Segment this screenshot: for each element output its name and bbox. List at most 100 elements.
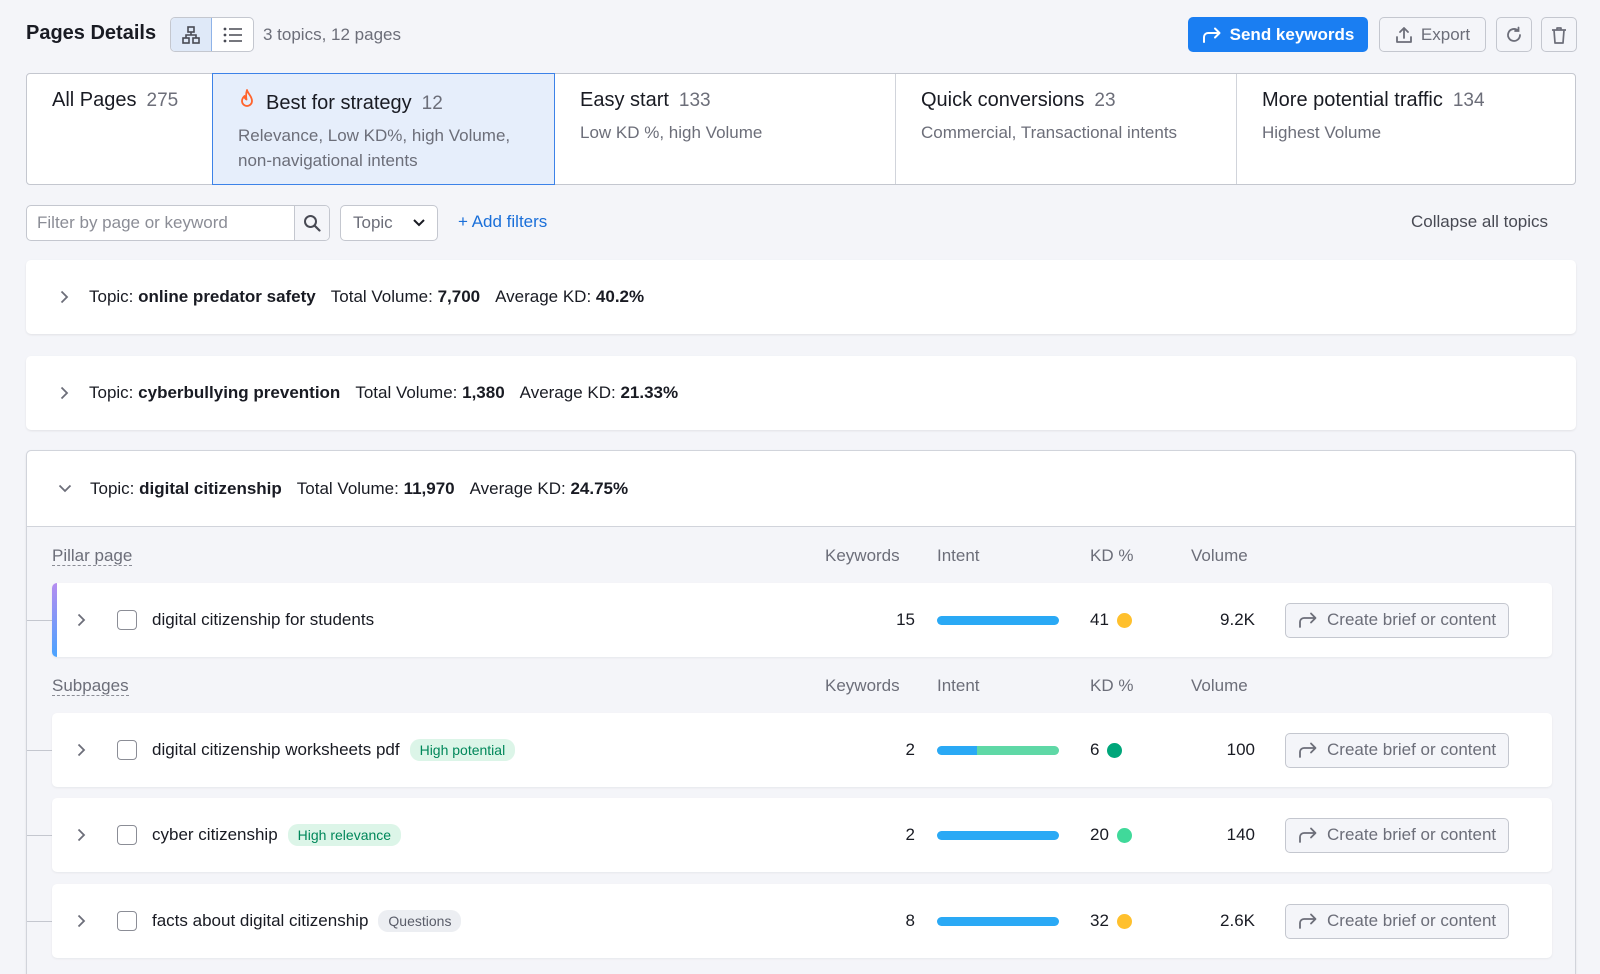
keywords-count[interactable]: 2 [905,740,915,759]
expand-row-toggle[interactable] [77,798,86,872]
share-arrow-icon [1299,827,1317,843]
share-arrow-icon [1299,612,1317,628]
column-keywords: Keywords [825,676,900,695]
tab-description: Highest Volume [1262,123,1382,142]
tab-description: Commercial, Transactional intents [921,123,1178,142]
tab-more-potential-traffic[interactable]: More potential traffic 134 Highest Volume [1237,74,1575,184]
tab-count: 134 [1452,90,1485,111]
kd-indicator [1116,827,1132,843]
search-icon [304,215,321,232]
create-brief-button[interactable]: Create brief or content [1285,602,1510,638]
volume-value: 2.6K [1220,911,1255,930]
tab-easy-start[interactable]: Easy start 133 Low KD %, high Volume [555,74,896,184]
intent-bar [937,916,1059,926]
tree-connector [27,750,52,751]
page-name[interactable]: cyber citizenship [152,825,278,844]
create-brief-button[interactable]: Create brief or content [1285,817,1510,853]
page-badge: High relevance [287,824,402,846]
page-name[interactable]: facts about digital citizenship [152,911,369,930]
tab-count: 275 [146,90,179,111]
tab-quick-conversions[interactable]: Quick conversions 23 Commercial, Transact… [896,74,1237,184]
expand-row-toggle[interactable] [77,713,86,787]
column-kd: KD % [1090,676,1134,695]
column-kd: KD % [1090,546,1134,565]
expand-row-toggle[interactable] [77,583,86,657]
pillar-page-label[interactable]: Pillar page [52,546,133,566]
upload-icon [1396,26,1412,43]
row-checkbox[interactable] [117,740,137,760]
export-button[interactable]: Export [1379,17,1486,52]
volume-value: 100 [1226,740,1255,759]
intent-segment [977,745,1059,755]
refresh-button[interactable] [1496,17,1532,52]
collapse-all-topics-link[interactable]: Collapse all topics [1411,212,1549,231]
topic-card-expanded: Topic: digital citizenship Total Volume:… [26,450,1576,974]
chevron-down-icon [413,219,425,227]
tree-connector [27,921,52,922]
intent-segment [937,615,1059,625]
row-checkbox[interactable] [117,610,137,630]
page-badge: Questions [378,910,462,932]
volume-value: 140 [1226,825,1255,844]
topic-name: Topic: online predator safety [89,287,316,306]
collapse-topic-toggle[interactable] [55,484,75,493]
kd-indicator [1116,612,1132,628]
add-filters-link[interactable]: + Add filters [458,212,548,231]
create-brief-label: Create brief or content [1327,610,1497,629]
kd-value: 20 [1090,825,1109,844]
delete-button[interactable] [1541,17,1577,52]
send-keywords-button[interactable]: Send keywords [1188,17,1368,52]
keywords-count[interactable]: 2 [905,825,915,844]
page-name[interactable]: digital citizenship worksheets pdf [152,740,400,759]
topic-total-volume: Total Volume: 7,700 [330,287,481,306]
pillar-row: digital citizenship for students 15 41 9.2K… [52,583,1552,657]
expand-topic-toggle[interactable] [54,386,74,400]
keywords-count[interactable]: 8 [905,911,915,930]
kd-value: 32 [1090,911,1109,930]
filter-input[interactable] [27,206,294,240]
column-volume: Volume [1191,676,1248,695]
tab-all-pages[interactable]: All Pages 275 [27,74,213,184]
create-brief-label: Create brief or content [1327,911,1497,930]
create-brief-button[interactable]: Create brief or content [1285,903,1510,939]
column-keywords: Keywords [825,546,900,565]
subpage-row: digital citizenship worksheets pdf High p… [52,713,1552,787]
list-view-button[interactable] [212,18,253,51]
share-arrow-icon [1202,27,1221,43]
kd-value: 41 [1090,610,1109,629]
intent-segment [937,830,1059,840]
tab-description: Low KD %, high Volume [580,123,763,142]
create-brief-button[interactable]: Create brief or content [1285,732,1510,768]
export-label: Export [1420,24,1471,44]
search-button[interactable] [294,206,329,240]
tab-title: Quick conversions [921,89,1085,111]
tab-description: Relevance, Low KD%, high Volume, non-nav… [238,126,511,170]
topic-average-kd: Average KD: 24.75% [469,478,629,498]
row-checkbox[interactable] [117,911,137,931]
tree-view-button[interactable] [171,18,212,51]
subpage-row: facts about digital citizenship Questions… [52,884,1552,958]
chevron-right-icon [77,914,86,928]
volume-value: 9.2K [1220,610,1255,629]
intent-bar [937,615,1059,625]
chevron-right-icon [77,828,86,842]
filter-box [26,205,330,241]
kd-value: 6 [1090,740,1100,759]
share-arrow-icon [1299,913,1317,929]
summary-text: 3 topics, 12 pages [263,25,401,44]
row-checkbox[interactable] [117,825,137,845]
chevron-down-icon [58,484,72,493]
page-name[interactable]: digital citizenship for students [152,610,375,629]
expand-row-toggle[interactable] [77,884,86,958]
tab-best-for-strategy[interactable]: Best for strategy 12 Relevance, Low KD%, … [212,73,555,185]
create-brief-label: Create brief or content [1327,825,1497,844]
topic-select[interactable]: Topic [340,205,438,241]
view-toggle [170,17,254,52]
subpages-label[interactable]: Subpages [52,676,129,696]
topic-average-kd: Average KD: 21.33% [519,383,679,402]
tab-count: 12 [421,93,443,114]
flame-icon [241,89,253,107]
topic-name: Topic: cyberbullying prevention [89,383,341,402]
keywords-count[interactable]: 15 [896,610,915,629]
expand-topic-toggle[interactable] [54,290,74,304]
